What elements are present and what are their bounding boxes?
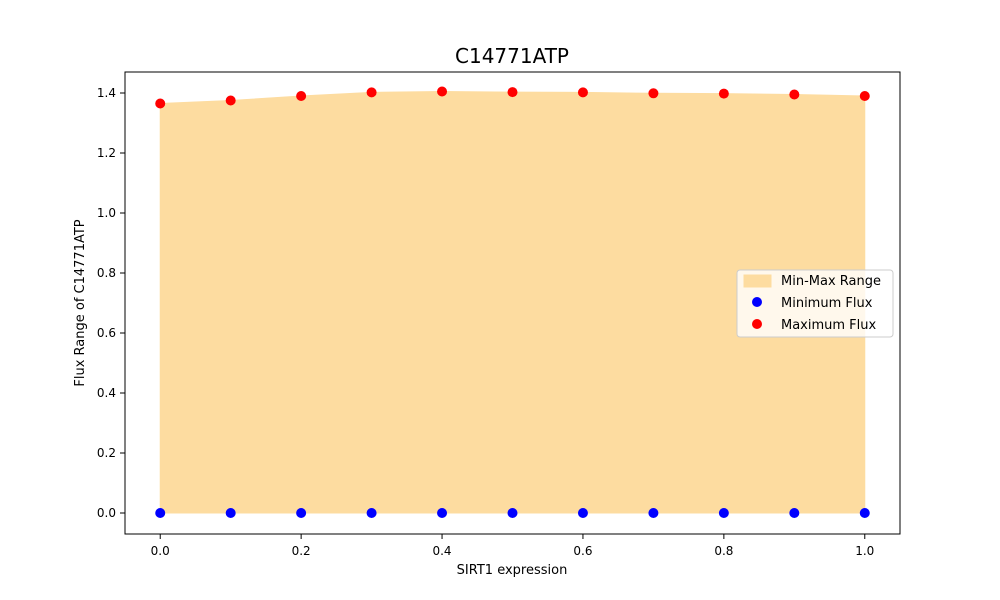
x-tick-label: 0.8 [714,544,733,558]
max-flux-point [366,87,377,98]
max-flux-point [718,88,729,99]
min-flux-point [507,508,518,518]
legend-max-marker [752,319,762,329]
legend: Min-Max Range Minimum Flux Maximum Flux [736,269,894,338]
plot-frame [124,71,901,535]
max-flux-point [225,95,236,106]
max-flux-point [577,87,588,98]
min-flux-point [366,508,377,518]
legend-range-swatch [743,274,772,288]
x-tick-label: 1.0 [855,544,874,558]
min-flux-point [577,508,588,518]
x-axis: 0.0 0.2 0.4 0.6 0.8 1.0 [151,534,874,558]
legend-min-marker [752,297,762,307]
x-tick-label: 0.2 [292,544,311,558]
min-flux-point [296,508,307,518]
y-tick-label: 1.4 [97,86,116,100]
legend-max-label: Maximum Flux [781,318,877,333]
max-flux-point [296,91,307,101]
max-flux-point [507,87,518,98]
y-tick-label: 0.0 [97,506,116,520]
min-flux-point [789,508,800,518]
y-tick-label: 0.8 [97,266,116,280]
max-flux-point [155,98,166,109]
y-tick-label: 0.6 [97,326,116,340]
min-flux-point [225,508,236,518]
legend-box [736,269,894,338]
min-flux-point [718,508,729,518]
x-axis-label: SIRT1 expression [457,563,568,578]
max-flux-point [859,91,870,101]
legend-min-label: Minimum Flux [781,296,873,311]
min-flux-point [437,508,448,518]
x-tick-label: 0.4 [432,544,451,558]
y-axis: 0.0 0.2 0.4 0.6 0.8 1.0 1.2 1.4 [97,86,125,520]
max-flux-point [648,88,659,99]
min-flux-point [155,508,166,518]
max-flux-point [789,89,800,100]
x-tick-label: 0.0 [151,544,170,558]
plot-area [155,86,870,518]
x-tick-label: 0.6 [573,544,592,558]
y-tick-label: 1.0 [97,206,116,220]
y-axis-label: Flux Range of C14771ATP [73,219,88,386]
chart-title: C14771ATP [455,44,569,68]
max-flux-point [437,86,448,97]
min-flux-point [648,508,659,518]
legend-range-label: Min-Max Range [781,274,881,289]
min-flux-point [859,508,870,518]
y-tick-label: 0.2 [97,446,116,460]
y-tick-label: 1.2 [97,146,116,160]
y-tick-label: 0.4 [97,386,116,400]
